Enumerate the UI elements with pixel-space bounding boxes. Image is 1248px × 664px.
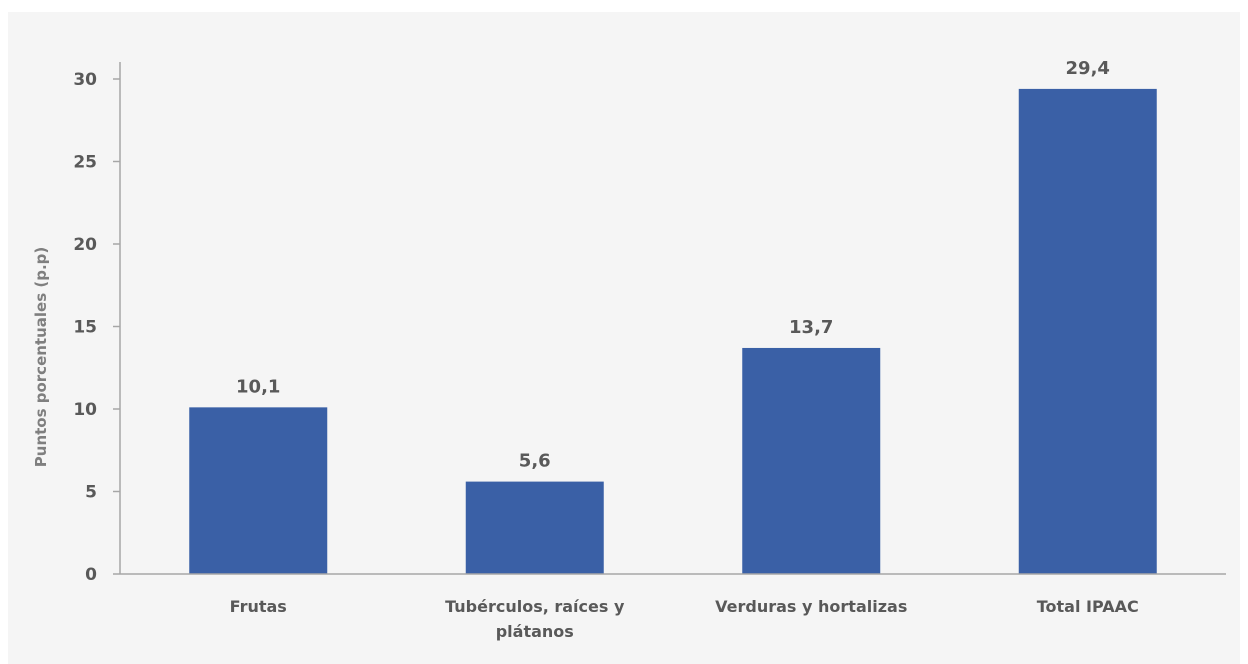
x-category-label: Frutas (230, 597, 287, 616)
x-category-label: plátanos (496, 622, 574, 641)
bar-value-label: 5,6 (519, 451, 551, 472)
bar (1018, 88, 1157, 575)
bar-value-label: 13,7 (789, 317, 833, 338)
x-category-label: Total IPAAC (1037, 597, 1139, 616)
bar (742, 347, 881, 574)
y-tick-label: 10 (73, 400, 97, 420)
y-tick-label: 0 (85, 565, 97, 585)
y-tick-label: 30 (73, 70, 97, 90)
y-tick-label: 20 (73, 235, 97, 255)
y-tick-label: 15 (73, 318, 97, 338)
y-tick-label: 25 (73, 153, 97, 173)
y-axis-title: Puntos porcentuales (p.p) (32, 247, 50, 467)
x-category-label: Tubérculos, raíces y (445, 597, 625, 616)
bar (189, 407, 328, 574)
bar (465, 481, 604, 574)
x-category-label: Verduras y hortalizas (715, 597, 907, 616)
y-tick-label: 5 (85, 483, 97, 503)
bar-value-label: 10,1 (236, 376, 280, 397)
bar-value-label: 29,4 (1066, 58, 1110, 79)
